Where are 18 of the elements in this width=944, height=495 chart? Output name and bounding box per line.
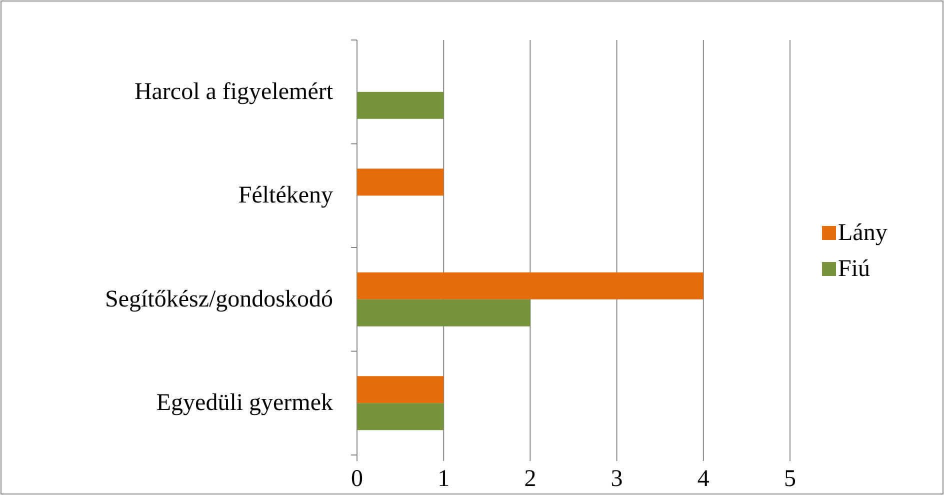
y-tick-label: Harcol a figyelemért xyxy=(134,78,334,105)
bar xyxy=(357,376,444,404)
x-tick-label: 0 xyxy=(351,466,363,492)
x-tick-label: 4 xyxy=(697,466,710,492)
legend-label: Lány xyxy=(838,220,888,246)
y-tick-label: Egyedüli gyermek xyxy=(156,390,333,416)
bar xyxy=(357,403,444,430)
legend-label: Fiú xyxy=(838,256,870,282)
x-tick-label: 3 xyxy=(610,466,623,492)
bar xyxy=(357,299,530,326)
bar xyxy=(357,272,704,300)
bar xyxy=(357,168,444,196)
y-tick-label: Féltékeny xyxy=(238,182,333,209)
x-tick-label: 1 xyxy=(438,466,450,492)
x-tick-label: 5 xyxy=(784,466,796,492)
x-tick-label: 2 xyxy=(524,466,536,492)
y-tick-label: Segítőkész/gondoskodó xyxy=(105,286,333,312)
bar xyxy=(357,92,444,119)
